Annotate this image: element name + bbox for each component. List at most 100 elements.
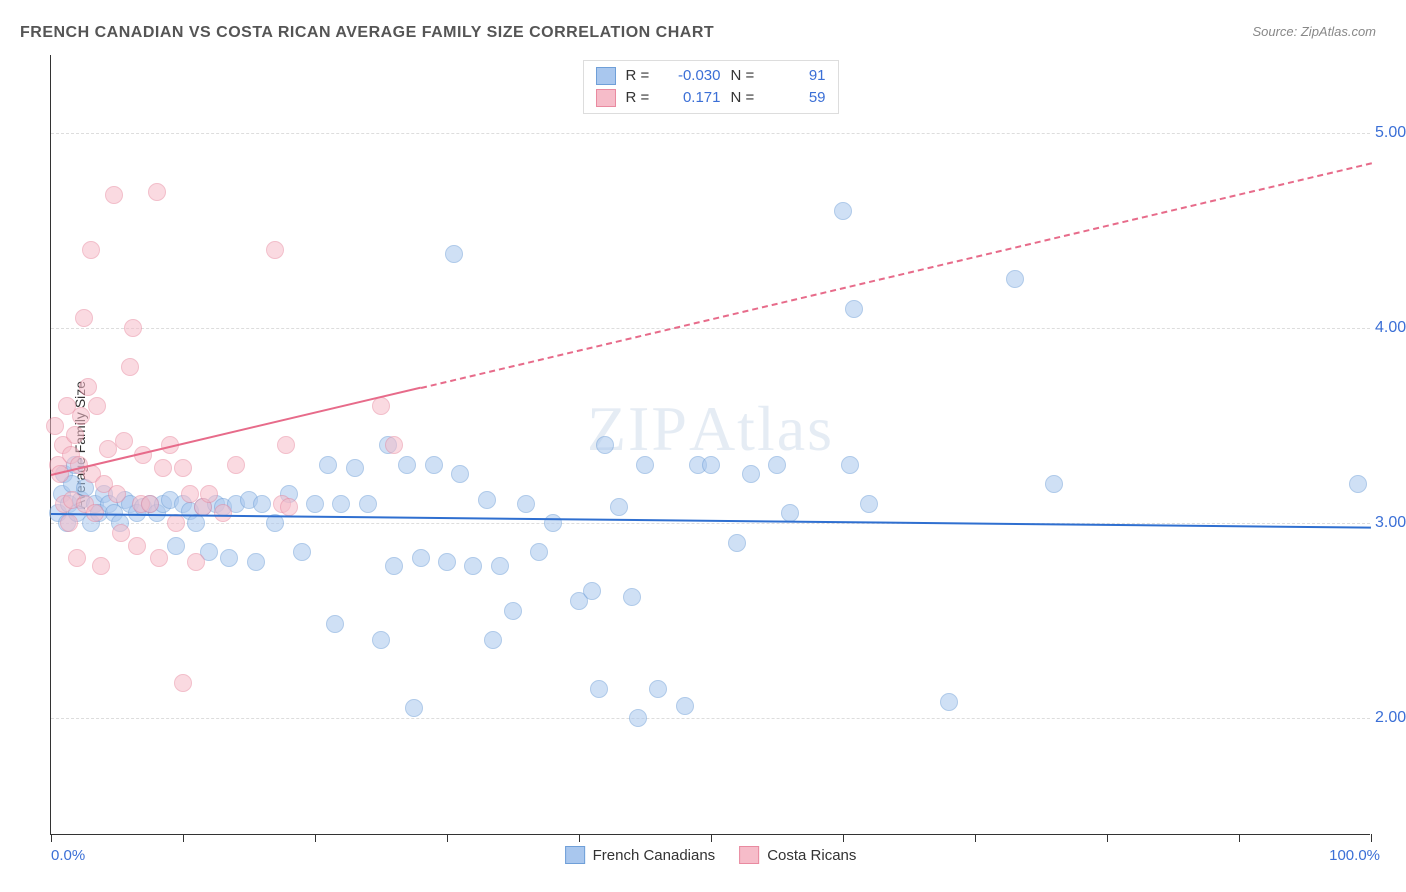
data-point — [596, 436, 614, 454]
legend-swatch — [739, 846, 759, 864]
x-tick — [447, 834, 448, 842]
x-tick — [579, 834, 580, 842]
data-point — [781, 504, 799, 522]
data-point — [214, 504, 232, 522]
data-point — [108, 485, 126, 503]
data-point — [438, 553, 456, 571]
data-point — [293, 543, 311, 561]
data-point — [623, 588, 641, 606]
x-tick — [315, 834, 316, 842]
legend-n-value: 91 — [771, 65, 826, 87]
data-point — [247, 553, 265, 571]
data-point — [72, 407, 90, 425]
legend-r-label: R = — [626, 65, 656, 87]
data-point — [702, 456, 720, 474]
data-point — [405, 699, 423, 717]
data-point — [92, 557, 110, 575]
data-point — [728, 534, 746, 552]
legend-swatch — [596, 67, 616, 85]
legend-swatch — [596, 89, 616, 107]
x-axis-max-label: 100.0% — [1329, 847, 1380, 864]
data-point — [583, 582, 601, 600]
data-point — [141, 495, 159, 513]
data-point — [610, 498, 628, 516]
data-point — [845, 300, 863, 318]
data-point — [82, 241, 100, 259]
data-point — [385, 436, 403, 454]
source-label: Source: ZipAtlas.com — [1252, 24, 1376, 39]
legend-n-value: 59 — [771, 87, 826, 109]
y-tick-label: 4.00 — [1375, 319, 1406, 337]
data-point — [200, 485, 218, 503]
data-point — [46, 417, 64, 435]
data-point — [68, 549, 86, 567]
gridline — [51, 133, 1370, 134]
data-point — [629, 709, 647, 727]
x-tick — [183, 834, 184, 842]
data-point — [88, 397, 106, 415]
legend-swatch — [565, 846, 585, 864]
data-point — [676, 697, 694, 715]
data-point — [112, 524, 130, 542]
x-tick — [51, 834, 52, 842]
data-point — [372, 631, 390, 649]
data-point — [150, 549, 168, 567]
data-point — [841, 456, 859, 474]
data-point — [332, 495, 350, 513]
data-point — [115, 432, 133, 450]
x-tick — [1371, 834, 1372, 842]
data-point — [484, 631, 502, 649]
data-point — [187, 514, 205, 532]
data-point — [167, 537, 185, 555]
data-point — [478, 491, 496, 509]
trend-line — [420, 162, 1371, 389]
gridline — [51, 718, 1370, 719]
data-point — [590, 680, 608, 698]
data-point — [860, 495, 878, 513]
correlation-legend: R = -0.030 N = 91R =0.171N =59 — [583, 60, 839, 114]
data-point — [742, 465, 760, 483]
data-point — [1349, 475, 1367, 493]
x-tick — [711, 834, 712, 842]
legend-r-label: R = — [626, 87, 656, 109]
data-point — [326, 615, 344, 633]
data-point — [372, 397, 390, 415]
data-point — [75, 309, 93, 327]
data-point — [398, 456, 416, 474]
legend-n-label: N = — [731, 65, 761, 87]
x-tick — [975, 834, 976, 842]
x-axis-min-label: 0.0% — [51, 847, 85, 864]
data-point — [187, 553, 205, 571]
x-tick — [1107, 834, 1108, 842]
data-point — [636, 456, 654, 474]
data-point — [174, 674, 192, 692]
y-tick-label: 5.00 — [1375, 124, 1406, 142]
data-point — [530, 543, 548, 561]
data-point — [385, 557, 403, 575]
x-tick — [1239, 834, 1240, 842]
legend-row: R =0.171N =59 — [596, 87, 826, 109]
data-point — [124, 319, 142, 337]
data-point — [940, 693, 958, 711]
trend-line — [51, 513, 1371, 529]
data-point — [504, 602, 522, 620]
data-point — [227, 456, 245, 474]
data-point — [359, 495, 377, 513]
plot-area: ZIPAtlas Average Family Size R =-0.030N … — [50, 55, 1370, 835]
data-point — [253, 495, 271, 513]
data-point — [148, 183, 166, 201]
chart-title: FRENCH CANADIAN VS COSTA RICAN AVERAGE F… — [20, 24, 714, 42]
data-point — [280, 498, 298, 516]
x-tick — [843, 834, 844, 842]
data-point — [60, 514, 78, 532]
data-point — [319, 456, 337, 474]
data-point — [306, 495, 324, 513]
data-point — [464, 557, 482, 575]
legend-r-value: -0.030 — [666, 65, 721, 87]
data-point — [174, 459, 192, 477]
legend-item: French Canadians — [565, 846, 716, 864]
legend-item: Costa Ricans — [739, 846, 856, 864]
data-point — [445, 245, 463, 263]
legend-label: French Canadians — [593, 847, 716, 864]
data-point — [544, 514, 562, 532]
